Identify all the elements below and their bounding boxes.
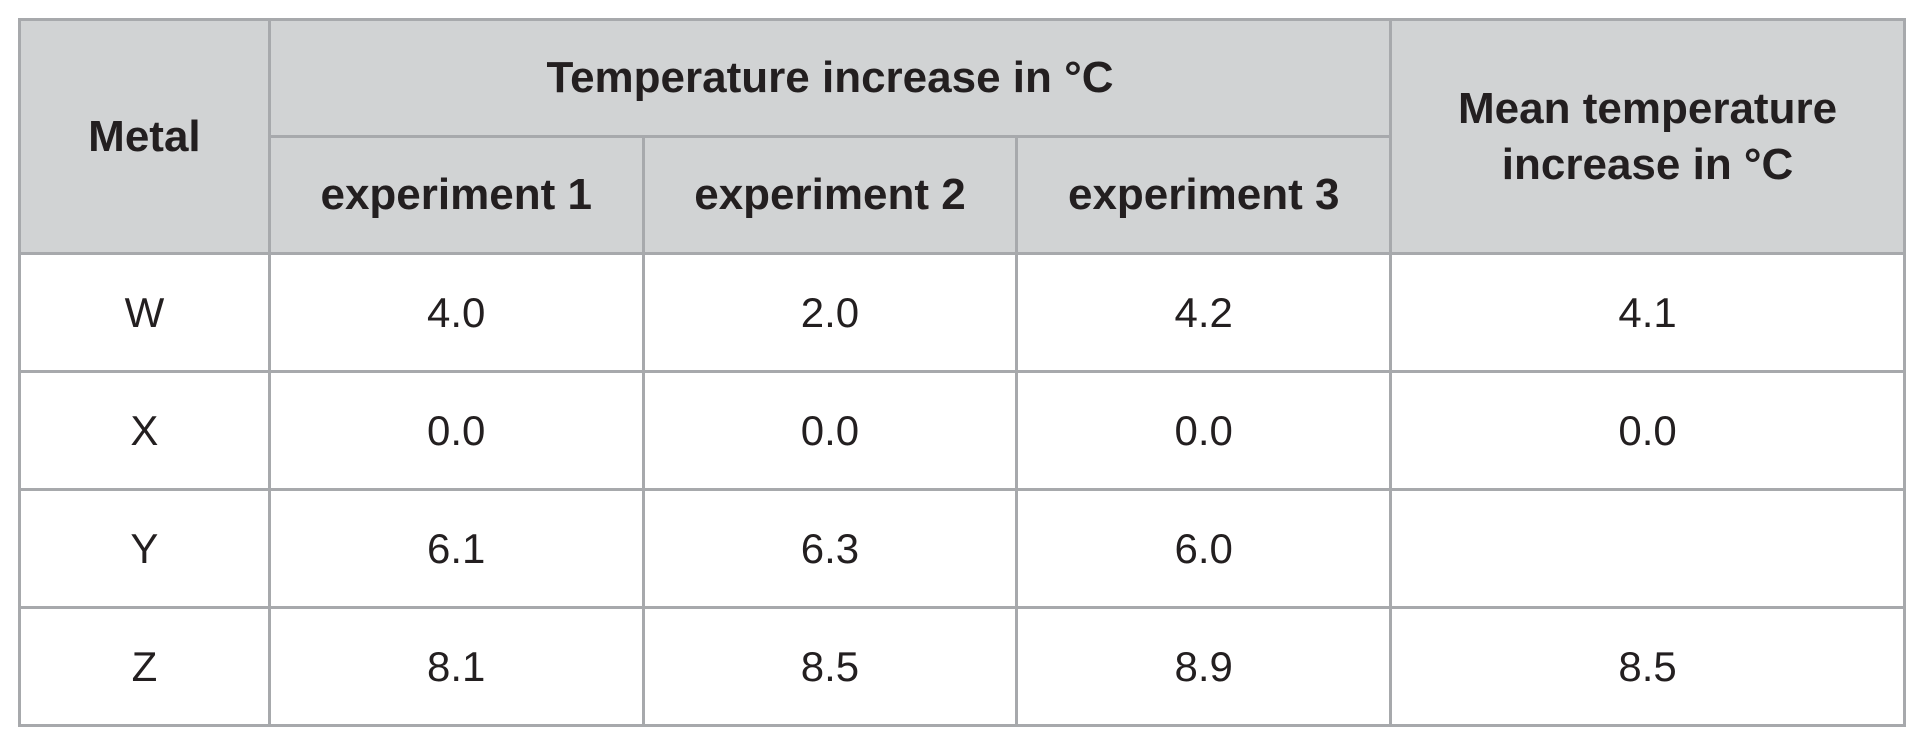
experiment-3-header: experiment 3 xyxy=(1015,135,1393,255)
metal-cell: X xyxy=(18,370,271,491)
table-row: X 0.0 0.0 0.0 0.0 xyxy=(18,370,1906,491)
metal-header: Metal xyxy=(18,18,271,255)
experiment-2-header: experiment 2 xyxy=(641,135,1019,255)
metal-cell: Y xyxy=(18,488,271,609)
mean-cell xyxy=(1389,488,1906,609)
results-table: Metal Temperature increase in °C Mean te… xyxy=(18,18,1906,727)
mean-header-line-2: increase in °C xyxy=(1501,139,1794,189)
mean-cell: 4.1 xyxy=(1389,252,1906,373)
experiment-3-cell: 8.9 xyxy=(1015,606,1393,727)
temperature-increase-header: Temperature increase in °C xyxy=(267,18,1393,138)
table-row: Z 8.1 8.5 8.9 8.5 xyxy=(18,606,1906,727)
experiment-1-header: experiment 1 xyxy=(267,135,645,255)
mean-temperature-header: Mean temperature increase in °C xyxy=(1389,18,1906,255)
experiment-1-cell: 8.1 xyxy=(267,606,645,727)
header-row: Metal Temperature increase in °C Mean te… xyxy=(18,18,1906,255)
experiment-2-cell: 8.5 xyxy=(641,606,1019,727)
experiment-1-cell: 6.1 xyxy=(267,488,645,609)
table-row: W 4.0 2.0 4.2 4.1 xyxy=(18,252,1906,373)
experiment-2-cell: 6.3 xyxy=(641,488,1019,609)
metal-cell: W xyxy=(18,252,271,373)
experiment-1-cell: 4.0 xyxy=(267,252,645,373)
experiment-3-cell: 0.0 xyxy=(1015,370,1393,491)
mean-header-line-1: Mean temperature xyxy=(1458,83,1838,133)
experiment-2-cell: 0.0 xyxy=(641,370,1019,491)
experiment-2-cell: 2.0 xyxy=(641,252,1019,373)
experiment-3-cell: 4.2 xyxy=(1015,252,1393,373)
experiment-1-cell: 0.0 xyxy=(267,370,645,491)
mean-cell: 0.0 xyxy=(1389,370,1906,491)
experiment-3-cell: 6.0 xyxy=(1015,488,1393,609)
mean-cell: 8.5 xyxy=(1389,606,1906,727)
metal-cell: Z xyxy=(18,606,271,727)
table-row: Y 6.1 6.3 6.0 xyxy=(18,488,1906,609)
subheader-row: experiment 1 experiment 2 experiment 3 xyxy=(20,135,1905,255)
